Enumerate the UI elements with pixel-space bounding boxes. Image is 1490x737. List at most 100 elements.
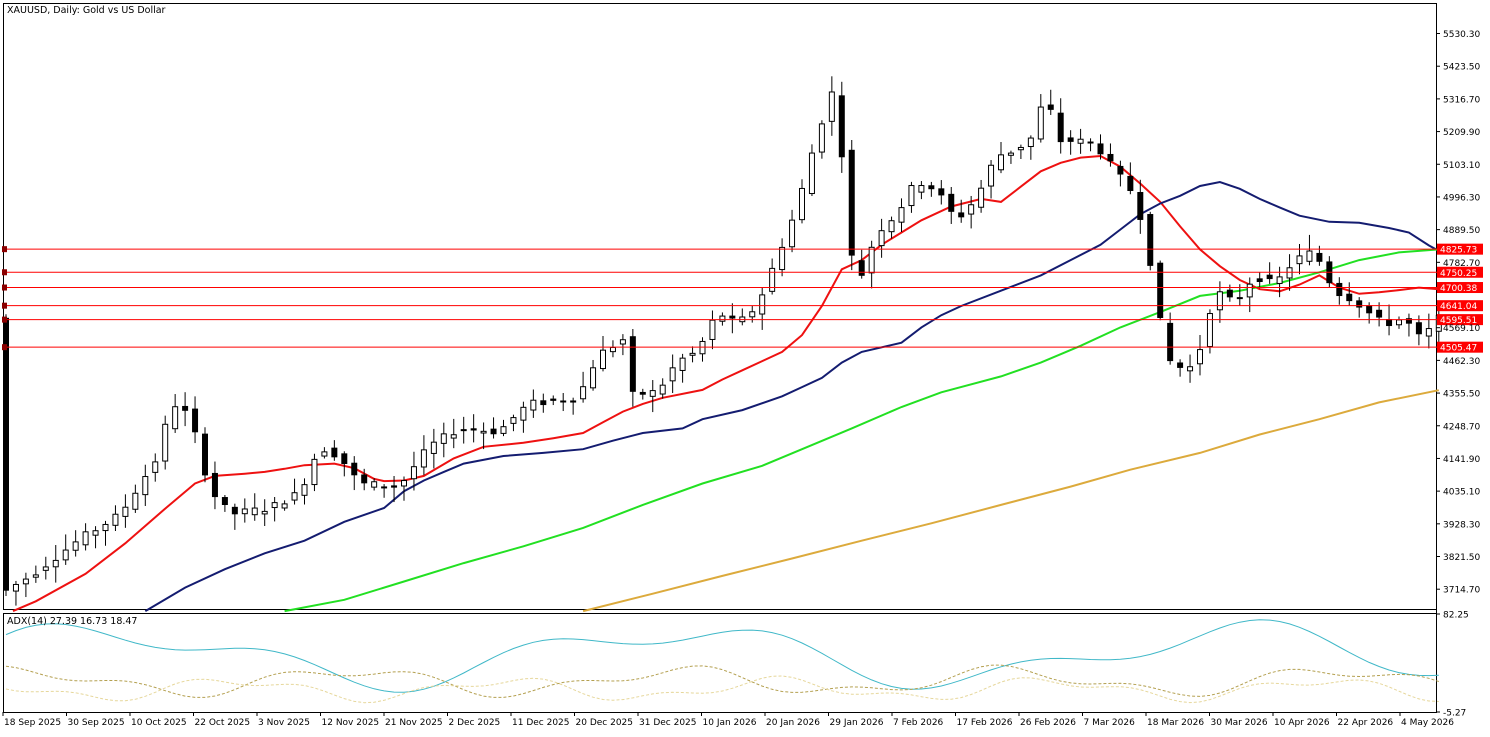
price-tick-label: 4248.70 [1443, 422, 1480, 432]
candle-bullish [450, 434, 457, 439]
price-tick-label: 4569.10 [1443, 324, 1480, 334]
candle-bearish [1346, 293, 1353, 302]
price-tick-label: 4996.30 [1443, 193, 1480, 203]
level-marker [2, 302, 7, 309]
level-badge [1437, 314, 1483, 326]
candle-bullish [1276, 276, 1283, 284]
candlesticks [3, 76, 1442, 606]
candle-bullish [251, 507, 258, 516]
candle-bullish [1017, 146, 1024, 151]
date-label: 17 Feb 2026 [957, 718, 1013, 728]
candle-bearish [3, 317, 9, 591]
candle-bearish [858, 260, 865, 276]
adx-axis-ticks: 82.25 -5.27 [1436, 611, 1469, 719]
candle-bullish [580, 386, 587, 400]
date-label: 4 May 2026 [1401, 718, 1454, 728]
candle-bullish [1007, 152, 1014, 156]
candle-bullish [1087, 141, 1094, 144]
candle-bullish [12, 583, 19, 592]
candle-bullish [1425, 328, 1432, 337]
date-label: 11 Dec 2025 [512, 718, 570, 728]
candle-bearish [1107, 153, 1114, 162]
candle-bullish [679, 357, 686, 371]
candle-bullish [32, 574, 39, 578]
price-tick-label: 5103.10 [1443, 161, 1480, 171]
level-badge [1437, 282, 1483, 294]
candle-bullish [619, 339, 626, 345]
candle-bullish [689, 352, 696, 356]
level-label: 4505.47 [1440, 344, 1477, 354]
date-axis-labels: 18 Sep 2025 30 Sep 2025 10 Oct 2025 22 Oct … [2, 712, 1454, 728]
candle-bearish [182, 405, 189, 411]
candle-bullish [1206, 313, 1213, 348]
candle-bullish [878, 230, 885, 247]
candle-bearish [1316, 252, 1323, 262]
candle-bullish [420, 449, 427, 468]
candle-bullish [321, 451, 328, 457]
candle-bullish [480, 430, 487, 434]
candle-bullish [609, 346, 616, 353]
adx-main-line [5, 619, 1439, 693]
candle-bullish [152, 461, 159, 473]
candle-bullish [1187, 366, 1194, 372]
candle-bullish [530, 399, 537, 411]
candle-bearish [202, 433, 208, 476]
candle-bullish [162, 423, 169, 462]
ma-line-gold [582, 389, 1440, 613]
price-tick-label: 4355.50 [1443, 390, 1480, 400]
candle-bullish [62, 549, 69, 561]
candle-bearish [1147, 214, 1154, 266]
candle-bullish [868, 246, 875, 274]
candle-bullish [998, 154, 1004, 171]
level-marker [2, 316, 7, 323]
date-label: 10 Jan 2026 [703, 718, 757, 728]
level-marker [2, 246, 7, 253]
candle-bearish [1386, 319, 1393, 327]
candle-bullish [898, 207, 905, 223]
price-tick-label: 5423.50 [1443, 63, 1480, 73]
date-label: 10 Apr 2026 [1274, 718, 1330, 728]
candle-bearish [838, 95, 845, 158]
price-tick-label: 5316.70 [1443, 95, 1480, 105]
adx-plus-di-line [5, 664, 1439, 698]
candle-bullish [779, 246, 786, 271]
candle-bullish [968, 204, 975, 215]
candle-bearish [1376, 309, 1383, 318]
price-tick-label: 3821.50 [1443, 553, 1480, 563]
candle-bearish [1127, 175, 1134, 191]
chart-title: XAUUSD, Daily: Gold vs US Dollar [7, 5, 166, 16]
price-tick-label: 3714.70 [1443, 586, 1480, 596]
candle-bearish [1097, 143, 1104, 155]
candle-bearish [848, 149, 855, 256]
candle-bullish [271, 502, 278, 509]
price-tick-label: 5530.30 [1443, 30, 1480, 40]
candle-bullish [301, 484, 308, 496]
candle-bullish [1306, 250, 1313, 262]
candle-bearish [490, 428, 497, 435]
price-tick-label: 5209.90 [1443, 128, 1480, 138]
candle-bearish [470, 428, 477, 431]
candle-bearish [1137, 191, 1144, 220]
date-label: 30 Sep 2025 [68, 718, 125, 728]
candle-bullish [749, 311, 756, 318]
candle-bearish [629, 336, 636, 392]
price-tick-label: 4141.90 [1443, 455, 1480, 465]
candle-bearish [1226, 289, 1233, 298]
candle-bullish [22, 578, 29, 585]
candle-bullish [888, 220, 895, 233]
candle-bullish [132, 492, 139, 510]
candle-bullish [82, 531, 89, 546]
candle-bullish [112, 513, 119, 526]
candle-bullish [1236, 297, 1243, 300]
date-label: 29 Jan 2026 [830, 718, 884, 728]
price-tick-label: 4782.70 [1443, 259, 1480, 269]
candle-bearish [729, 315, 736, 319]
date-label: 7 Mar 2026 [1084, 718, 1136, 728]
candle-bullish [1027, 137, 1034, 148]
candle-bullish [1216, 291, 1223, 311]
candle-bearish [1366, 305, 1373, 314]
adx-minus-di-line [5, 675, 1439, 704]
price-tick-label: 4462.30 [1443, 357, 1480, 367]
